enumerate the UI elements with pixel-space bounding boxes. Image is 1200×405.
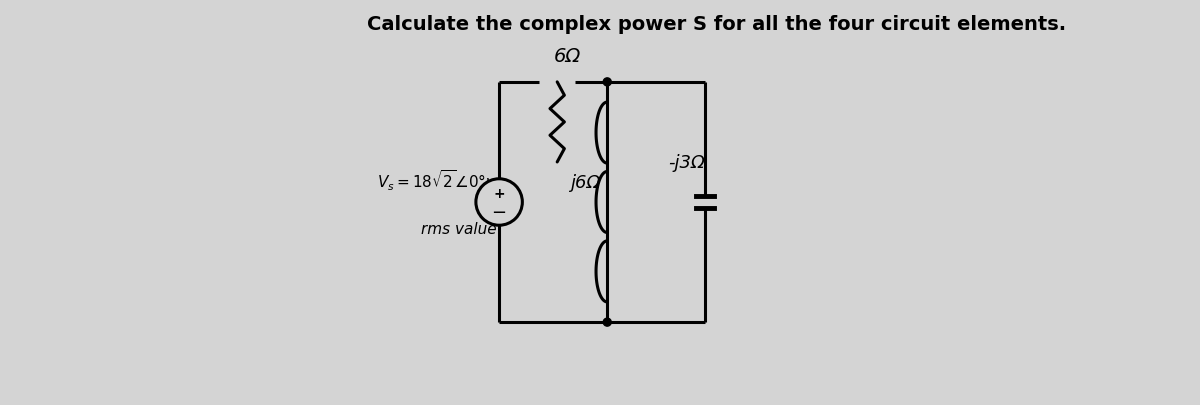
- Text: Calculate the complex power S for all the four circuit elements.: Calculate the complex power S for all th…: [367, 15, 1066, 34]
- Circle shape: [604, 318, 611, 326]
- Text: $V_s=18\sqrt{2}\angle 0°v$: $V_s=18\sqrt{2}\angle 0°v$: [377, 168, 497, 193]
- Circle shape: [476, 179, 522, 226]
- Text: +: +: [493, 187, 505, 201]
- Circle shape: [604, 79, 611, 87]
- Text: j6Ω: j6Ω: [570, 174, 600, 192]
- Text: −: −: [492, 203, 506, 221]
- Text: rms value: rms value: [421, 221, 497, 236]
- Text: 6Ω: 6Ω: [553, 47, 581, 66]
- Text: -j3Ω: -j3Ω: [667, 153, 704, 172]
